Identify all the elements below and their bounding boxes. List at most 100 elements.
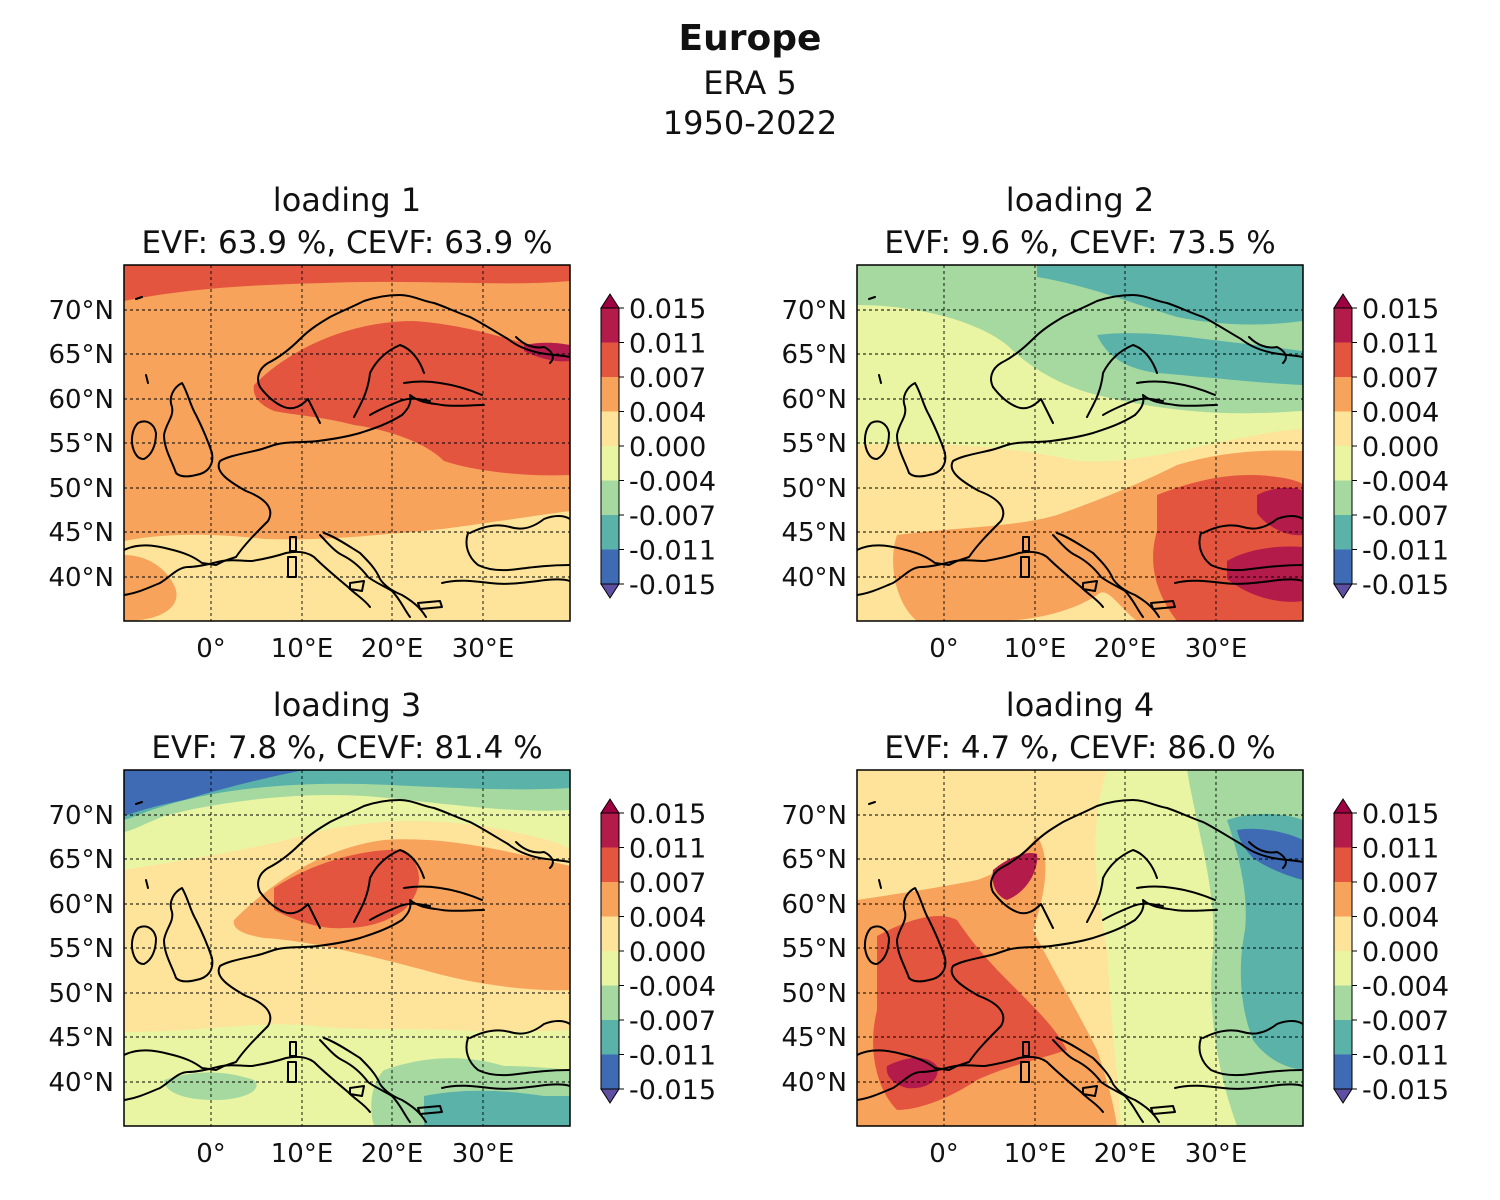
colorbar-segment [601,480,619,516]
colorbar-tick-label: 0.000 [629,432,706,463]
lon-tick-label: 10°E [1004,634,1067,664]
map-panel-4: loading 4 EVF: 4.7 %, CEVF: 86.0 % 70°N 65°… [781,686,1449,1169]
colorbar-tick-label: -0.004 [629,467,716,498]
panel-variance-stats: EVF: 4.7 %, CEVF: 86.0 % [884,730,1275,766]
map-frame [856,769,1304,1127]
colorbar-tick-label: 0.007 [1362,363,1439,394]
colorbar-segment [1334,308,1352,343]
lat-tick-label: 65°N [781,340,847,370]
colorbar-tick-label: 0.000 [1362,432,1439,463]
lon-tick-label: 0° [929,1139,959,1169]
panel-variance-stats: EVF: 63.9 %, CEVF: 63.9 % [141,225,552,261]
colorbar-segment [1334,951,1352,986]
map-panel-3: loading 3 EVF: 7.8 %, CEVF: 81.4 % 70°N 65°… [48,686,716,1169]
lat-tick-label: 60°N [48,385,114,415]
panel-variance-stats: EVF: 7.8 %, CEVF: 81.4 % [151,730,542,766]
lon-tick-label: 10°E [271,634,334,664]
colorbar-segment [1334,1020,1352,1055]
colorbar-segment [1334,985,1352,1021]
colorbar-segment [601,1020,619,1055]
lat-tick-label: 70°N [48,801,114,831]
lat-tick-label: 40°N [781,1068,847,1098]
lat-tick-label: 60°N [48,890,114,920]
colorbar-extend-max [1333,798,1353,814]
colorbar-segment [1334,342,1352,378]
colorbar-segment [601,549,619,585]
colorbar-tick-label: 0.011 [1362,834,1439,865]
map-field [857,770,1303,1126]
colorbar-tick-label: -0.007 [1362,501,1449,532]
colorbar-segment [601,882,619,917]
panel-title: loading 2 [1006,181,1154,219]
colorbar-segment [1334,882,1352,917]
lat-tick-label: 65°N [48,845,114,875]
lon-tick-label: 0° [929,634,959,664]
lat-tick-label: 50°N [781,979,847,1009]
lon-tick-label: 0° [196,634,226,664]
panel-title: loading 3 [273,686,421,724]
lon-tick-label: 20°E [361,634,424,664]
lon-tick-label: 20°E [1094,1139,1157,1169]
lon-tick-label: 20°E [361,1139,424,1169]
colorbar-segment [1334,847,1352,883]
lat-tick-label: 70°N [781,296,847,326]
colorbar-extend-min [1333,583,1353,599]
lat-tick-label: 65°N [48,340,114,370]
lon-tick-label: 30°E [1185,1139,1248,1169]
colorbar-tick-label: 0.004 [1362,903,1439,934]
colorbar-segment [601,411,619,447]
map-field [124,265,570,621]
map-frame [856,264,1304,622]
colorbar-tick-label: 0.007 [629,868,706,899]
colorbar-segment [1334,549,1352,585]
colorbar-segment [601,515,619,550]
colorbar-tick-label: -0.011 [629,1041,716,1072]
lat-tick-label: 50°N [48,474,114,504]
colorbar-segment [601,916,619,952]
lat-tick-label: 65°N [781,845,847,875]
colorbar-segment [601,342,619,378]
colorbar-segment [601,985,619,1021]
colorbar-tick-label: -0.015 [629,1075,716,1106]
colorbar-extend-max [600,798,620,814]
lat-tick-label: 40°N [48,563,114,593]
colorbar-segment [1334,813,1352,848]
colorbar-tick-label: 0.011 [1362,329,1439,360]
colorbar-segment [601,308,619,343]
colorbar-extend-max [600,293,620,309]
colorbar-tick-label: -0.011 [1362,536,1449,567]
map-field [857,265,1303,621]
colorbar-tick-label: -0.007 [629,501,716,532]
colorbar-tick-label: 0.004 [629,903,706,934]
colorbar-segment [601,813,619,848]
colorbar-tick-label: 0.015 [629,294,706,325]
figure-title: Europe [678,18,822,59]
lat-tick-label: 55°N [781,429,847,459]
colorbar-extend-min [600,583,620,599]
lat-tick-label: 55°N [48,429,114,459]
colorbar-segment [1334,480,1352,516]
lat-tick-label: 55°N [781,934,847,964]
colorbar-segment [601,1054,619,1090]
colorbar-extend-max [1333,293,1353,309]
panel-title: loading 4 [1006,686,1154,724]
lat-tick-label: 40°N [781,563,847,593]
colorbar-tick-label: -0.015 [1362,570,1449,601]
lat-tick-label: 45°N [48,518,114,548]
colorbar-segment [1334,916,1352,952]
colorbar-tick-label: 0.015 [629,799,706,830]
colorbar-segment [1334,515,1352,550]
figure-subtitle-period: 1950-2022 [662,104,838,142]
panel-title: loading 1 [273,181,421,219]
colorbar-tick-label: 0.015 [1362,799,1439,830]
colorbar-segment [601,951,619,986]
colorbar-segment [1334,411,1352,447]
lat-tick-label: 70°N [48,296,114,326]
figure-subtitle-dataset: ERA 5 [703,64,797,102]
lon-tick-label: 10°E [271,1139,334,1169]
colorbar-segment [1334,377,1352,412]
